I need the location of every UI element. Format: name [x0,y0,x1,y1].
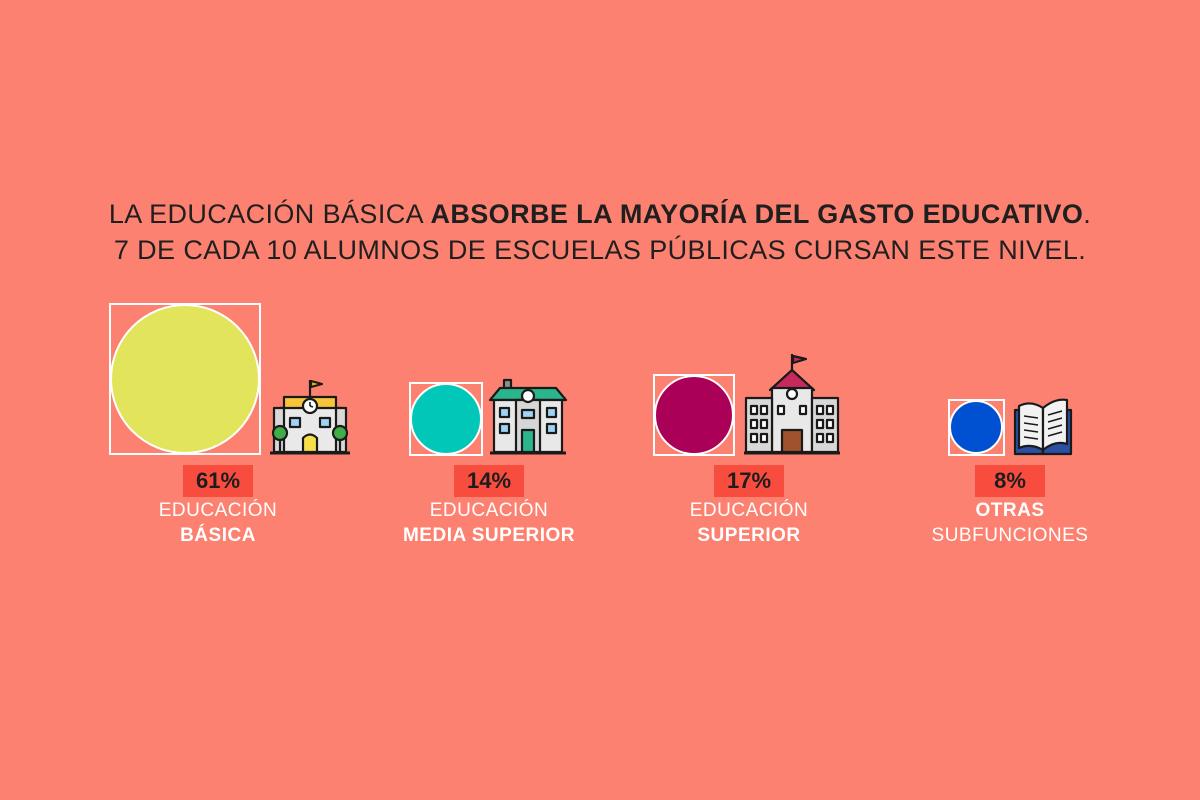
headline: LA EDUCACIÓN BÁSICA ABSORBE LA MAYORÍA D… [0,196,1200,268]
category-superior: 17% EDUCACIÓN SUPERIOR [629,465,869,548]
university-icon [744,354,840,455]
value-badge-otras: 8% [975,465,1045,497]
headline-line-1-regular: LA EDUCACIÓN BÁSICA [108,199,431,229]
headline-line-1-end: . [1083,199,1092,229]
value-badge-superior: 17% [714,465,784,497]
bubble-otras [949,400,1003,454]
bubble-frame-otras [948,399,1005,456]
label-line-1-otras: OTRAS [975,500,1045,521]
value-badge-media-superior: 14% [454,465,524,497]
bubble-group-superior [653,374,735,456]
label-line-1-media-superior: EDUCACIÓN [429,500,549,521]
open-book-icon [1013,398,1073,456]
primary-school-icon [270,379,350,455]
label-line-1-superior: EDUCACIÓN [689,500,809,521]
bubble-group-otras [948,399,1005,456]
category-media-superior: 14% EDUCACIÓN MEDIA SUPERIOR [369,465,609,548]
headline-line-2: 7 DE CADA 10 ALUMNOS DE ESCUELAS PÚBLICA… [113,235,1087,265]
category-otras: 8% OTRAS SUBFUNCIONES [890,465,1130,548]
category-basica: 61% EDUCACIÓN BÁSICA [98,465,338,548]
label-line-1-basica: EDUCACIÓN [158,500,278,521]
bubble-superior [654,375,734,455]
label-line-2-basica: BÁSICA [180,525,256,546]
headline-line-1: LA EDUCACIÓN BÁSICA ABSORBE LA MAYORÍA D… [0,196,1200,232]
bubble-media-superior [410,383,482,455]
label-line-2-superior: SUPERIOR [697,525,801,546]
value-badge-basica: 61% [183,465,253,497]
label-line-2-media-superior: MEDIA SUPERIOR [402,525,576,546]
bubble-group-basica [109,303,261,455]
label-line-2-otras: SUBFUNCIONES [931,525,1089,546]
bubble-basica [110,304,260,454]
headline-line-1-bold: ABSORBE LA MAYORÍA DEL GASTO EDUCATIVO [430,199,1084,229]
bubble-group-media-superior [409,382,483,456]
high-school-icon [488,378,568,455]
